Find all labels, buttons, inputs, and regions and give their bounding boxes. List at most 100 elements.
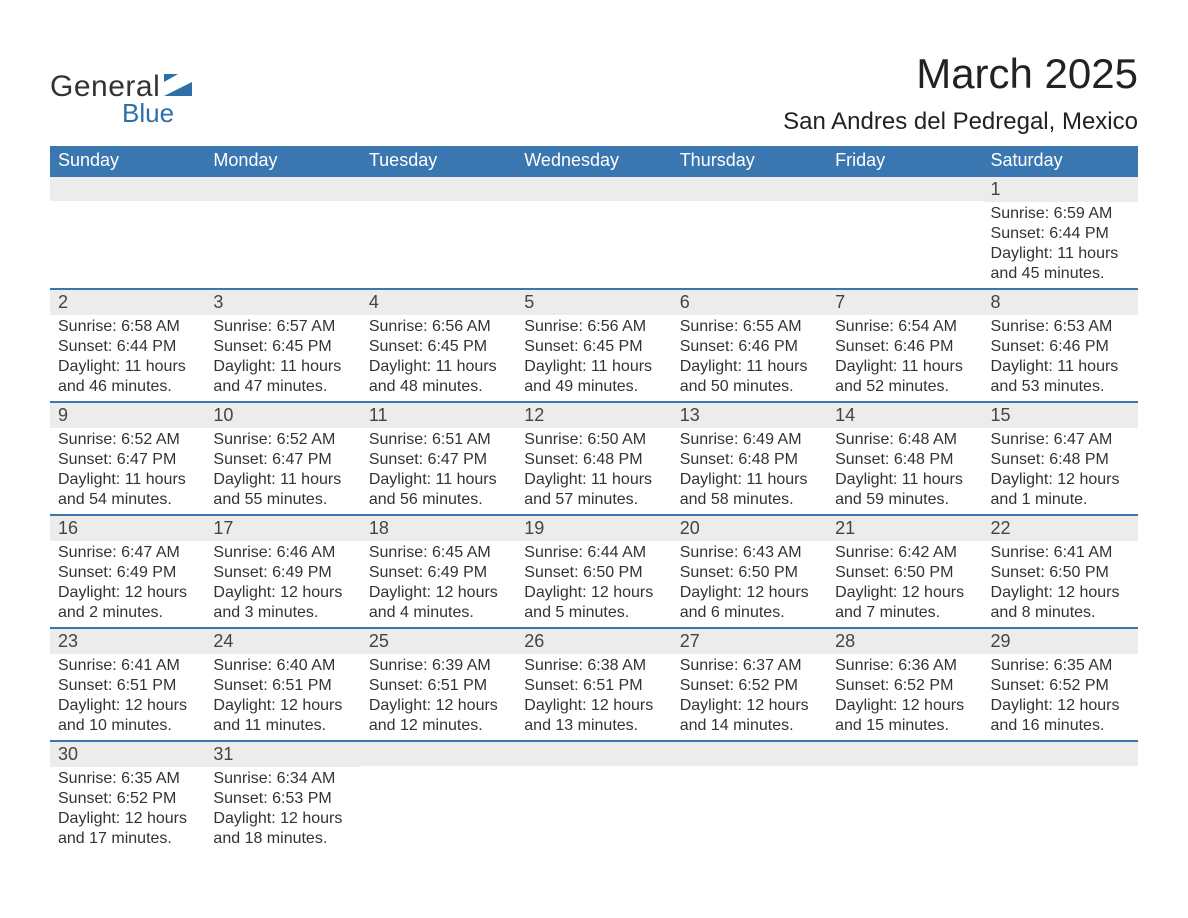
logo: General Blue xyxy=(50,50,192,129)
sunset-text: Sunset: 6:51 PM xyxy=(213,676,352,696)
sunrise-text: Sunrise: 6:39 AM xyxy=(369,656,508,676)
day-cell: 30Sunrise: 6:35 AMSunset: 6:52 PMDayligh… xyxy=(50,741,205,853)
sunset-text: Sunset: 6:46 PM xyxy=(835,337,974,357)
day-body: Sunrise: 6:43 AMSunset: 6:50 PMDaylight:… xyxy=(672,541,827,627)
day-body: Sunrise: 6:56 AMSunset: 6:45 PMDaylight:… xyxy=(516,315,671,401)
day-body: Sunrise: 6:35 AMSunset: 6:52 PMDaylight:… xyxy=(983,654,1138,740)
day-cell xyxy=(516,741,671,853)
sunrise-text: Sunrise: 6:52 AM xyxy=(213,430,352,450)
day-number xyxy=(205,177,360,201)
day-cell: 21Sunrise: 6:42 AMSunset: 6:50 PMDayligh… xyxy=(827,515,982,628)
sunrise-text: Sunrise: 6:52 AM xyxy=(58,430,197,450)
day-number: 13 xyxy=(672,403,827,428)
sunset-text: Sunset: 6:52 PM xyxy=(680,676,819,696)
day-body: Sunrise: 6:38 AMSunset: 6:51 PMDaylight:… xyxy=(516,654,671,740)
day-body: Sunrise: 6:52 AMSunset: 6:47 PMDaylight:… xyxy=(50,428,205,514)
week-row: 16Sunrise: 6:47 AMSunset: 6:49 PMDayligh… xyxy=(50,515,1138,628)
day-body: Sunrise: 6:56 AMSunset: 6:45 PMDaylight:… xyxy=(361,315,516,401)
day-body: Sunrise: 6:59 AMSunset: 6:44 PMDaylight:… xyxy=(983,202,1138,288)
day-number xyxy=(672,742,827,766)
day-cell: 12Sunrise: 6:50 AMSunset: 6:48 PMDayligh… xyxy=(516,402,671,515)
sunrise-text: Sunrise: 6:57 AM xyxy=(213,317,352,337)
day-body xyxy=(50,201,205,281)
daylight-text: Daylight: 11 hours and 53 minutes. xyxy=(991,357,1130,397)
day-header: Saturday xyxy=(983,146,1138,176)
day-number: 21 xyxy=(827,516,982,541)
header: General Blue March 2025 San Andres del P… xyxy=(50,50,1138,136)
sunrise-text: Sunrise: 6:47 AM xyxy=(58,543,197,563)
day-cell xyxy=(50,176,205,289)
day-number: 16 xyxy=(50,516,205,541)
calendar-table: Sunday Monday Tuesday Wednesday Thursday… xyxy=(50,146,1138,853)
daylight-text: Daylight: 11 hours and 45 minutes. xyxy=(991,244,1130,284)
day-number: 22 xyxy=(983,516,1138,541)
sunrise-text: Sunrise: 6:53 AM xyxy=(991,317,1130,337)
day-body: Sunrise: 6:41 AMSunset: 6:50 PMDaylight:… xyxy=(983,541,1138,627)
daylight-text: Daylight: 12 hours and 6 minutes. xyxy=(680,583,819,623)
daylight-text: Daylight: 12 hours and 5 minutes. xyxy=(524,583,663,623)
day-header: Sunday xyxy=(50,146,205,176)
day-body: Sunrise: 6:55 AMSunset: 6:46 PMDaylight:… xyxy=(672,315,827,401)
daylight-text: Daylight: 12 hours and 7 minutes. xyxy=(835,583,974,623)
daylight-text: Daylight: 11 hours and 56 minutes. xyxy=(369,470,508,510)
day-body: Sunrise: 6:50 AMSunset: 6:48 PMDaylight:… xyxy=(516,428,671,514)
daylight-text: Daylight: 11 hours and 57 minutes. xyxy=(524,470,663,510)
sunset-text: Sunset: 6:45 PM xyxy=(524,337,663,357)
day-body xyxy=(516,201,671,281)
day-number: 20 xyxy=(672,516,827,541)
day-cell: 28Sunrise: 6:36 AMSunset: 6:52 PMDayligh… xyxy=(827,628,982,741)
sunrise-text: Sunrise: 6:56 AM xyxy=(524,317,663,337)
day-number: 28 xyxy=(827,629,982,654)
sunset-text: Sunset: 6:48 PM xyxy=(680,450,819,470)
sunrise-text: Sunrise: 6:36 AM xyxy=(835,656,974,676)
sunset-text: Sunset: 6:50 PM xyxy=(524,563,663,583)
sunset-text: Sunset: 6:48 PM xyxy=(835,450,974,470)
daylight-text: Daylight: 11 hours and 50 minutes. xyxy=(680,357,819,397)
day-body: Sunrise: 6:52 AMSunset: 6:47 PMDaylight:… xyxy=(205,428,360,514)
day-cell xyxy=(672,741,827,853)
sunset-text: Sunset: 6:47 PM xyxy=(58,450,197,470)
day-cell xyxy=(516,176,671,289)
sunrise-text: Sunrise: 6:46 AM xyxy=(213,543,352,563)
day-number: 17 xyxy=(205,516,360,541)
day-body: Sunrise: 6:41 AMSunset: 6:51 PMDaylight:… xyxy=(50,654,205,740)
sunset-text: Sunset: 6:46 PM xyxy=(680,337,819,357)
sunrise-text: Sunrise: 6:44 AM xyxy=(524,543,663,563)
day-number xyxy=(50,177,205,201)
day-cell xyxy=(205,176,360,289)
day-number xyxy=(516,177,671,201)
daylight-text: Daylight: 11 hours and 48 minutes. xyxy=(369,357,508,397)
day-cell: 23Sunrise: 6:41 AMSunset: 6:51 PMDayligh… xyxy=(50,628,205,741)
day-number: 8 xyxy=(983,290,1138,315)
day-number: 10 xyxy=(205,403,360,428)
sunrise-text: Sunrise: 6:55 AM xyxy=(680,317,819,337)
day-body: Sunrise: 6:48 AMSunset: 6:48 PMDaylight:… xyxy=(827,428,982,514)
day-cell xyxy=(827,741,982,853)
sunrise-text: Sunrise: 6:58 AM xyxy=(58,317,197,337)
daylight-text: Daylight: 11 hours and 58 minutes. xyxy=(680,470,819,510)
day-cell: 8Sunrise: 6:53 AMSunset: 6:46 PMDaylight… xyxy=(983,289,1138,402)
day-number: 4 xyxy=(361,290,516,315)
day-body: Sunrise: 6:49 AMSunset: 6:48 PMDaylight:… xyxy=(672,428,827,514)
daylight-text: Daylight: 11 hours and 46 minutes. xyxy=(58,357,197,397)
day-header: Tuesday xyxy=(361,146,516,176)
daylight-text: Daylight: 12 hours and 18 minutes. xyxy=(213,809,352,849)
day-number: 1 xyxy=(983,177,1138,202)
day-cell: 31Sunrise: 6:34 AMSunset: 6:53 PMDayligh… xyxy=(205,741,360,853)
day-body xyxy=(361,201,516,281)
day-number xyxy=(516,742,671,766)
daylight-text: Daylight: 12 hours and 13 minutes. xyxy=(524,696,663,736)
day-cell: 7Sunrise: 6:54 AMSunset: 6:46 PMDaylight… xyxy=(827,289,982,402)
day-cell: 6Sunrise: 6:55 AMSunset: 6:46 PMDaylight… xyxy=(672,289,827,402)
day-body xyxy=(361,766,516,846)
day-number: 18 xyxy=(361,516,516,541)
sunset-text: Sunset: 6:48 PM xyxy=(524,450,663,470)
day-body xyxy=(205,201,360,281)
sunset-text: Sunset: 6:52 PM xyxy=(991,676,1130,696)
day-body: Sunrise: 6:58 AMSunset: 6:44 PMDaylight:… xyxy=(50,315,205,401)
sunrise-text: Sunrise: 6:38 AM xyxy=(524,656,663,676)
day-body xyxy=(672,766,827,846)
day-cell: 29Sunrise: 6:35 AMSunset: 6:52 PMDayligh… xyxy=(983,628,1138,741)
daylight-text: Daylight: 11 hours and 47 minutes. xyxy=(213,357,352,397)
day-body xyxy=(827,201,982,281)
